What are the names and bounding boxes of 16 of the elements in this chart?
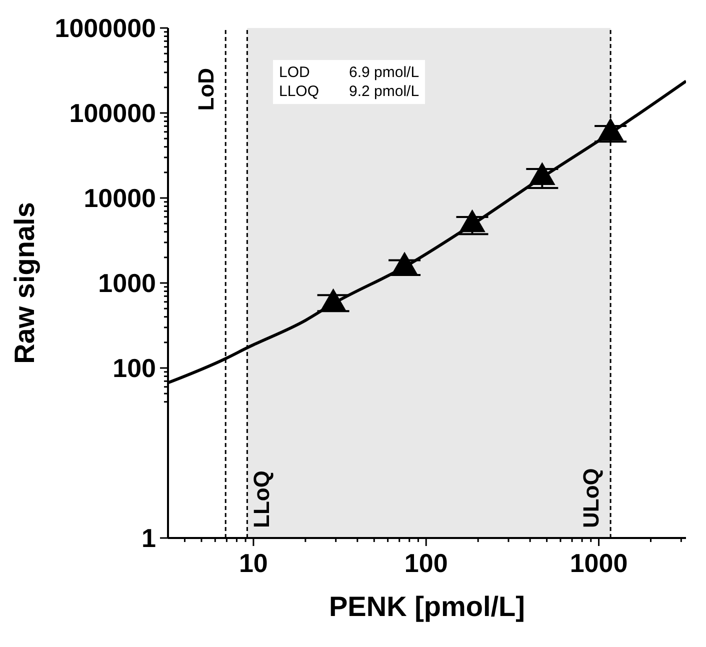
y-tick-label: 1000000 bbox=[54, 13, 156, 43]
x-tick-label: 1000 bbox=[570, 548, 628, 578]
y-tick-label: 1 bbox=[142, 523, 156, 553]
y-tick-label: 100 bbox=[112, 353, 156, 383]
y-tick-label: 100000 bbox=[69, 98, 156, 128]
x-tick-label: 10 bbox=[238, 548, 268, 578]
text: LLOQ 9.2 pmol/L bbox=[279, 83, 420, 100]
ref-line-label: LLoQ bbox=[249, 470, 274, 528]
text: LOD 6.9 pmol/L bbox=[279, 64, 420, 81]
y-tick-label: 10000 bbox=[84, 183, 156, 213]
y-axis-title: Raw signals bbox=[8, 202, 40, 364]
ref-line-label: LoD bbox=[194, 68, 219, 111]
x-tick-label: 100 bbox=[404, 548, 448, 578]
x-axis-title: PENK [pmol/L] bbox=[329, 591, 525, 622]
ref-line-label: ULoQ bbox=[578, 468, 604, 528]
y-tick-label: 1000 bbox=[98, 268, 156, 298]
